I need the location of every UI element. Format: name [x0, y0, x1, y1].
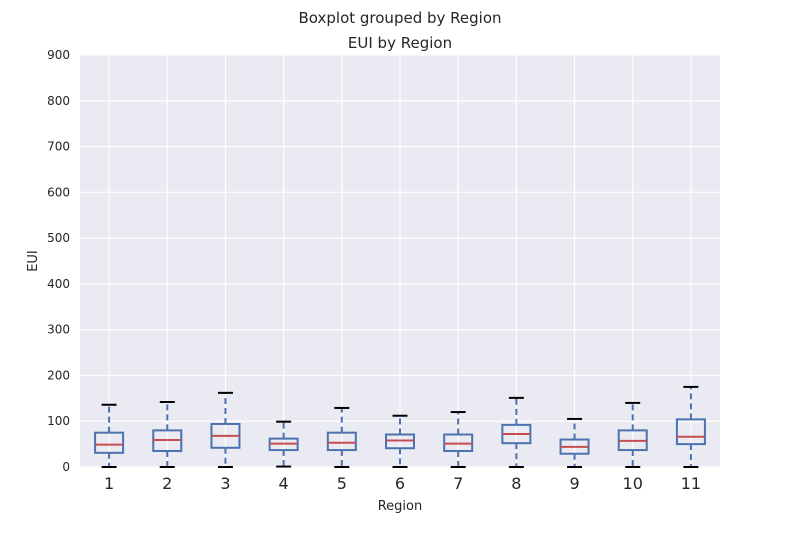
- x-tick-label: 2: [162, 474, 172, 493]
- x-tick-labels: 1 2 3 4 5 6 7 8 9 10 11: [104, 474, 701, 493]
- chart-suptitle: Boxplot grouped by Region: [299, 9, 502, 27]
- box-iqr: [94, 431, 125, 454]
- box-group: [268, 420, 299, 468]
- chart-title: EUI by Region: [348, 34, 452, 52]
- x-tick-label: 9: [569, 474, 579, 493]
- y-axis-label: EUI: [26, 250, 41, 272]
- x-tick-label: 5: [337, 474, 347, 493]
- y-tick-label: 900: [47, 48, 70, 62]
- y-tick-label: 600: [47, 185, 70, 199]
- box-group: [326, 406, 357, 468]
- y-tick-label: 300: [47, 323, 70, 337]
- boxes: [94, 385, 706, 468]
- x-tick-label: 11: [681, 474, 701, 493]
- box-group: [385, 414, 415, 468]
- box-group: [617, 401, 648, 468]
- x-tick-label: 1: [104, 474, 114, 493]
- y-tick-label: 100: [47, 414, 70, 428]
- x-tick-label: 4: [279, 474, 289, 493]
- y-tick-label: 200: [47, 368, 70, 382]
- y-tick-label: 0: [62, 460, 70, 474]
- y-tick-label: 800: [47, 94, 70, 108]
- box-group: [94, 403, 125, 468]
- box-group: [501, 396, 532, 468]
- y-tick-label: 700: [47, 140, 70, 154]
- box-iqr: [326, 431, 357, 452]
- y-tick-labels: 0 100 200 300 400 500 600 700 800 900: [47, 48, 70, 474]
- x-tick-label: 6: [395, 474, 405, 493]
- x-axis-label: Region: [378, 499, 423, 514]
- box-group: [559, 417, 590, 468]
- box-group: [675, 385, 706, 468]
- x-tick-label: 7: [453, 474, 463, 493]
- y-tick-label: 500: [47, 231, 70, 245]
- x-tick-label: 10: [623, 474, 643, 493]
- x-tick-label: 3: [220, 474, 230, 493]
- box-group: [443, 411, 474, 468]
- box-iqr: [675, 418, 706, 446]
- box-group: [210, 391, 241, 468]
- y-tick-label: 400: [47, 277, 70, 291]
- grid-lines: [80, 54, 720, 468]
- box-group: [152, 400, 183, 468]
- x-tick-label: 8: [511, 474, 521, 493]
